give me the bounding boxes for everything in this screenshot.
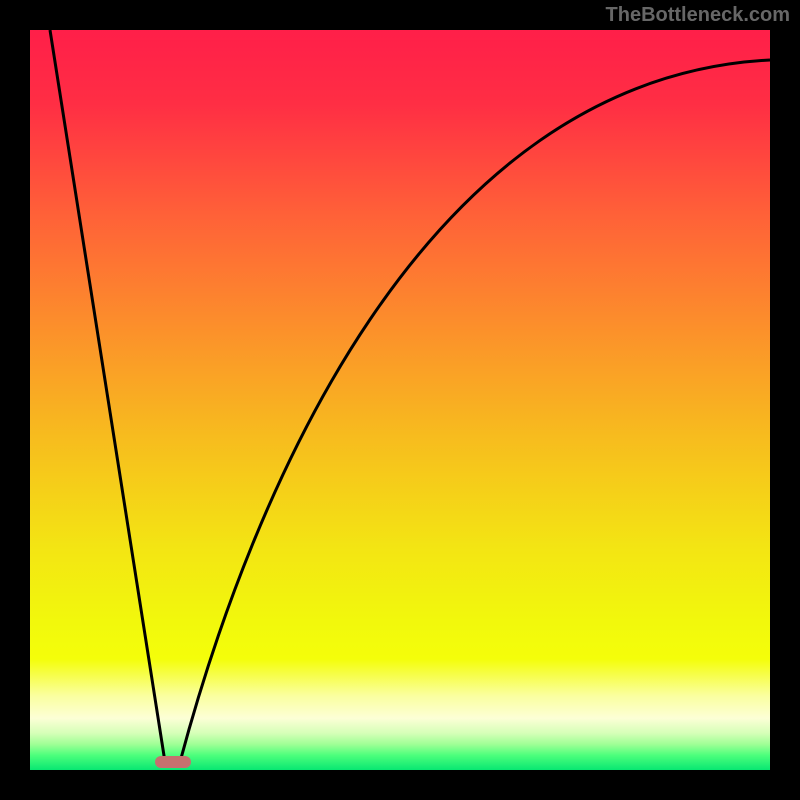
plot-area [30,30,770,770]
bottleneck-chart [0,0,800,800]
chart-container: TheBottleneck.com [0,0,800,800]
watermark-text: TheBottleneck.com [606,4,790,27]
optimum-marker [155,756,191,768]
